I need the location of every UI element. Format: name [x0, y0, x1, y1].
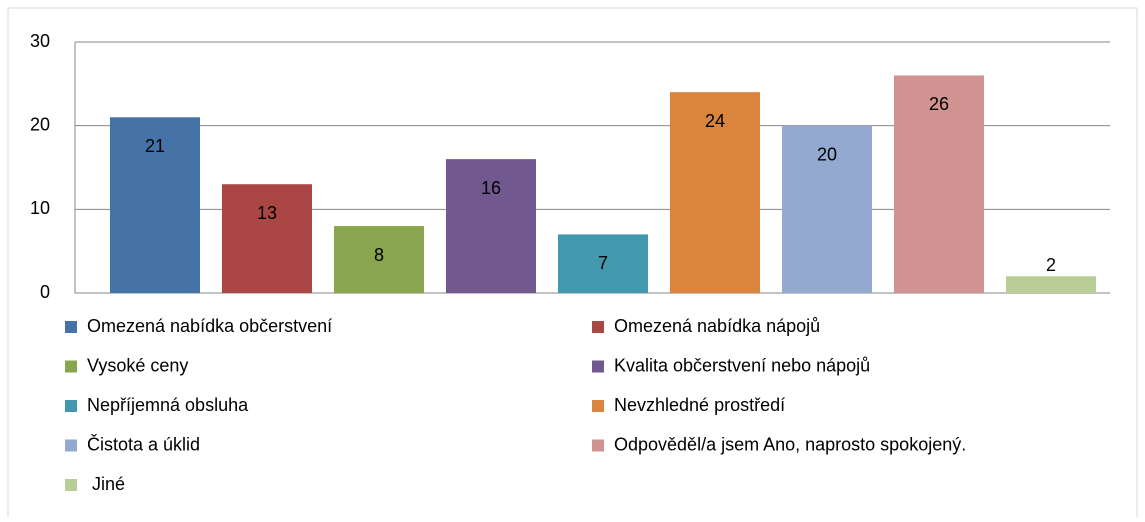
bar: [670, 92, 760, 293]
legend-swatch: [65, 400, 77, 412]
data-label: 2: [1046, 255, 1056, 275]
legend-swatch: [65, 439, 77, 452]
legend-swatch: [592, 360, 604, 373]
bar: [446, 159, 536, 293]
data-label: 24: [705, 111, 725, 131]
bar: [334, 226, 424, 293]
y-tick-label: 10: [30, 198, 50, 218]
legend-swatch: [65, 360, 77, 373]
legend-label: Kvalita občerstvení nebo nápojů: [614, 355, 870, 375]
y-tick-label: 30: [30, 31, 50, 51]
legend-label: Čistota a úklid: [87, 433, 200, 454]
bar: [782, 125, 872, 294]
legend-swatch: [592, 439, 604, 452]
legend-swatch: [592, 321, 604, 333]
y-tick-label: 0: [40, 282, 50, 302]
data-label: 20: [817, 144, 837, 164]
data-label: 7: [598, 253, 608, 273]
legend-swatch: [65, 479, 77, 491]
bar: [894, 75, 984, 293]
data-label: 8: [374, 245, 384, 265]
legend-label: Omezená nabídka občerstvení: [87, 316, 332, 336]
data-label: 26: [929, 94, 949, 114]
chart-frame: [7, 7, 1138, 517]
legend-label: Omezená nabídka nápojů: [614, 316, 820, 336]
legend-label: Nevzhledné prostředí: [614, 395, 785, 415]
data-label: 21: [145, 136, 165, 156]
legend-swatch: [65, 321, 77, 333]
data-label: 13: [257, 203, 277, 223]
y-tick-label: 20: [30, 114, 50, 134]
bar: [1006, 276, 1096, 293]
bar: [222, 184, 312, 293]
legend-label: Nepříjemná obsluha: [87, 395, 249, 415]
legend-label: Vysoké ceny: [87, 355, 188, 375]
data-label: 16: [481, 178, 501, 198]
legend-label: Jiné: [92, 474, 125, 494]
legend-label: Odpověděl/a jsem Ano, naprosto spokojený…: [614, 434, 966, 454]
bar: [558, 234, 648, 293]
bar: [110, 117, 200, 293]
legend-swatch: [592, 400, 604, 412]
